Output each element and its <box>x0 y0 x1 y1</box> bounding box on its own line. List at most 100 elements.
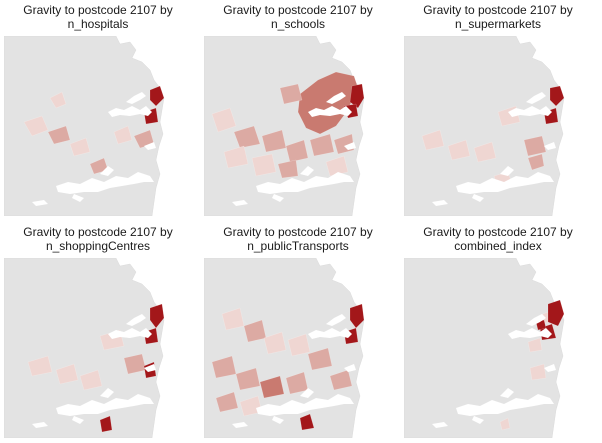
waterway <box>108 328 152 339</box>
waterway <box>144 142 156 150</box>
suburb-region <box>349 83 365 109</box>
panel-title: Gravity to postcode 2107 by combined_ind… <box>423 225 573 253</box>
suburb-region <box>527 153 545 171</box>
waterway <box>308 106 352 117</box>
waterway <box>72 416 84 424</box>
choropleth-map <box>404 258 565 438</box>
waterway <box>272 416 284 424</box>
waterway <box>256 394 354 416</box>
map-panel-supermarkets: Gravity to postcode 2107 by n_supermarke… <box>400 0 600 221</box>
panel-title: Gravity to postcode 2107 by n_hospitals <box>23 3 173 31</box>
map-panel-hospitals: Gravity to postcode 2107 by n_hospitals <box>0 0 200 221</box>
suburb-region <box>79 369 103 391</box>
suburb-region <box>259 375 285 399</box>
waterway <box>526 92 546 104</box>
suburb-region <box>235 367 261 391</box>
waterway <box>344 142 356 150</box>
choropleth-map <box>4 36 165 216</box>
waterway <box>100 388 114 398</box>
suburb-region <box>547 299 565 327</box>
waterway <box>526 314 546 326</box>
waterway <box>500 166 514 176</box>
waterway <box>108 106 152 117</box>
waterway <box>72 194 84 202</box>
waterway <box>56 172 154 194</box>
suburb-region <box>447 139 471 161</box>
suburb-region <box>523 135 547 157</box>
waterway <box>472 194 484 202</box>
suburb-region <box>263 331 287 355</box>
map-panel-schools: Gravity to postcode 2107 by n_schools <box>200 0 400 221</box>
suburb-region <box>261 129 287 153</box>
suburb-region <box>49 91 67 109</box>
suburb-region <box>223 145 249 169</box>
waterway <box>500 388 514 398</box>
suburb-region <box>149 85 165 107</box>
suburb-region <box>307 347 333 371</box>
suburb-region <box>55 363 79 385</box>
choropleth-map <box>204 258 365 438</box>
waterway <box>326 92 346 104</box>
suburb-region <box>23 115 49 137</box>
land-area <box>404 36 565 216</box>
waterway <box>300 388 314 398</box>
waterway <box>472 416 484 424</box>
waterway <box>544 142 556 150</box>
suburb-region <box>473 141 497 163</box>
suburb-region <box>309 133 335 157</box>
waterway <box>508 328 552 339</box>
waterway <box>300 166 314 176</box>
panel-title: Gravity to postcode 2107 by n_schools <box>223 3 373 31</box>
panel-title: Gravity to postcode 2107 by n_publicTran… <box>223 225 373 253</box>
suburb-region <box>329 369 353 391</box>
suburb-region <box>287 333 311 357</box>
waterway <box>56 394 154 416</box>
choropleth-map <box>404 36 565 216</box>
suburb-region <box>277 159 299 179</box>
suburb-region <box>233 125 261 149</box>
suburb-region <box>251 153 277 177</box>
waterway <box>32 422 48 428</box>
map-panel-combined-index: Gravity to postcode 2107 by combined_ind… <box>400 222 600 443</box>
land-area <box>4 36 165 216</box>
choropleth-map <box>204 36 365 216</box>
suburb-region <box>149 303 165 329</box>
suburb-region <box>549 85 565 107</box>
suburb-region <box>499 417 511 431</box>
suburb-region <box>99 415 113 433</box>
suburb-region <box>27 355 53 377</box>
waterway <box>272 194 284 202</box>
waterway <box>544 364 556 372</box>
waterway <box>432 422 448 428</box>
suburb-region <box>113 125 133 145</box>
suburb-region <box>349 303 365 329</box>
waterway <box>32 200 48 206</box>
waterway <box>232 422 248 428</box>
suburb-region <box>529 363 547 381</box>
choropleth-map <box>4 258 165 438</box>
suburb-region <box>211 107 237 133</box>
suburb-region <box>69 137 91 157</box>
map-panel-shopping-centres: Gravity to postcode 2107 by n_shoppingCe… <box>0 222 200 443</box>
map-panel-public-transports: Gravity to postcode 2107 by n_publicTran… <box>200 222 400 443</box>
suburb-region <box>47 125 71 145</box>
waterway <box>456 172 554 194</box>
suburb-region <box>285 139 309 163</box>
suburb-region <box>215 391 239 413</box>
waterway <box>344 364 356 372</box>
waterway <box>126 92 146 104</box>
waterway <box>508 106 552 117</box>
panel-title: Gravity to postcode 2107 by n_supermarke… <box>423 3 573 31</box>
land-area <box>4 258 165 438</box>
suburb-region <box>299 413 315 431</box>
waterway <box>232 200 248 206</box>
waterway <box>432 200 448 206</box>
suburb-region <box>325 155 349 177</box>
waterway <box>308 328 352 339</box>
suburb-region <box>421 129 445 151</box>
waterway <box>100 166 114 176</box>
suburb-region <box>527 337 543 353</box>
land-area <box>404 258 565 438</box>
waterway <box>126 314 146 326</box>
